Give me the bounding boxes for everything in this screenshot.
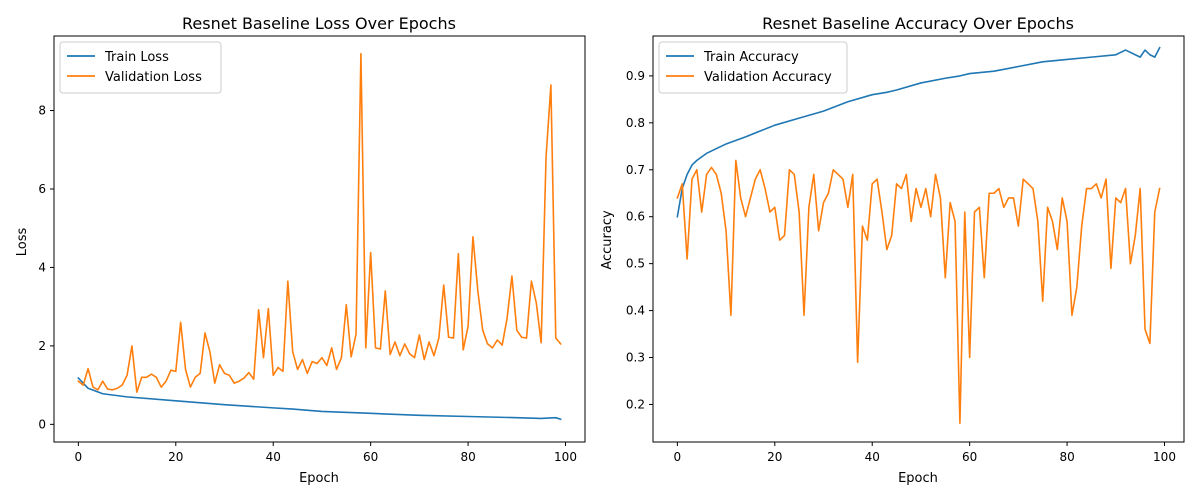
y-tick-label: 2 (38, 339, 46, 353)
x-tick-label: 40 (865, 450, 880, 464)
series-line-validation-loss (77, 52, 562, 393)
y-tick-label: 6 (38, 182, 46, 196)
x-tick-label: 80 (1059, 450, 1074, 464)
y-tick-label: 0.8 (626, 116, 645, 130)
x-tick-label: 0 (674, 450, 682, 464)
legend-label-validation-accuracy: Validation Accuracy (704, 70, 832, 85)
x-tick-label: 20 (168, 450, 183, 464)
x-tick-label: 60 (363, 450, 378, 464)
y-tick-label: 4 (38, 260, 46, 274)
legend-frame (658, 41, 848, 94)
y-tick-label: 0.7 (626, 163, 645, 177)
x-axis-label: Epoch (299, 471, 339, 486)
x-tick-label: 0 (75, 450, 83, 464)
accuracy-plot-area: 0 20 40 60 80 100 0.2 0.3 0.4 0.5 0.6 0.7 0.8 0.9 (626, 35, 1185, 464)
y-tick-label: 0.3 (626, 351, 645, 365)
x-tick-label: 100 (554, 450, 577, 464)
x-tick-label: 20 (767, 450, 782, 464)
chart-title: Resnet Baseline Accuracy Over Epochs (762, 14, 1074, 33)
y-tick-label: 0.2 (626, 397, 645, 411)
legend-frame (59, 41, 222, 94)
chart-title: Resnet Baseline Loss Over Epochs (182, 14, 456, 33)
y-axis-label: Accuracy (600, 210, 615, 270)
axes-frame (652, 35, 1185, 443)
legend: Train Accuracy Validation Accuracy (658, 41, 848, 94)
y-tick-label: 0 (38, 417, 46, 431)
series-line-validation-accuracy (676, 159, 1161, 425)
y-tick-label: 0.5 (626, 257, 645, 271)
legend-label-train-accuracy: Train Accuracy (703, 50, 799, 65)
axes-frame (53, 35, 586, 443)
series-line-train-accuracy (676, 46, 1161, 218)
y-tick-label: 0.6 (626, 210, 645, 224)
y-tick-label: 8 (38, 104, 46, 118)
x-tick-label: 80 (460, 450, 475, 464)
y-tick-label: 0.4 (626, 304, 645, 318)
legend-label-train-loss: Train Loss (104, 50, 169, 65)
loss-chart: Resnet Baseline Loss Over Epochs Epoch L… (15, 14, 586, 486)
legend-label-validation-loss: Validation Loss (105, 70, 202, 85)
x-axis-label: Epoch (898, 471, 938, 486)
y-axis-label: Loss (15, 228, 30, 257)
series-line-train-loss (77, 376, 562, 421)
x-tick-label: 40 (266, 450, 281, 464)
y-tick-label: 0.9 (626, 69, 645, 83)
x-tick-label: 60 (962, 450, 977, 464)
loss-plot-area: 0 20 40 60 80 100 0 2 4 6 8 (38, 35, 586, 464)
x-tick-label: 100 (1153, 450, 1176, 464)
accuracy-chart: Resnet Baseline Accuracy Over Epochs Epo… (600, 14, 1185, 486)
legend: Train Loss Validation Loss (59, 41, 222, 94)
